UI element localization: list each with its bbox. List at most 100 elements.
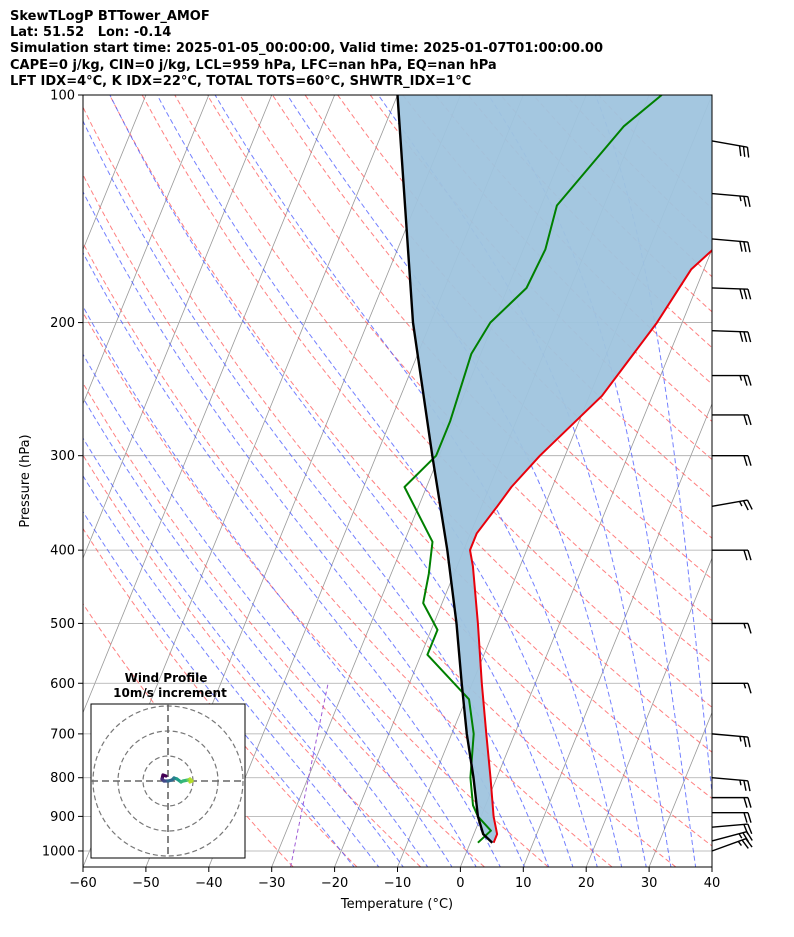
wind-barb [712, 796, 752, 808]
y-tick-label: 500 [50, 617, 75, 632]
y-axis-label: Pressure (hPa) [18, 434, 33, 527]
moist-adiabat [83, 251, 501, 867]
barb-half-flag [738, 501, 743, 507]
barb-flag [743, 736, 747, 748]
moist-adiabat [83, 305, 477, 867]
barb-flag [743, 780, 747, 791]
moist-adiabat [156, 95, 598, 867]
barb-flag [747, 455, 752, 466]
wind-barb [711, 777, 751, 792]
barb-flag [743, 797, 748, 808]
barb-flag [747, 683, 752, 694]
wind-barb [712, 682, 752, 694]
dry-adiabat [83, 173, 677, 867]
barb-staff [711, 499, 748, 507]
moist-adiabat [487, 95, 697, 867]
y-tick-label: 400 [50, 544, 75, 559]
barb-flag [741, 839, 749, 849]
barb-flag [747, 289, 752, 300]
barb-half-flag [743, 623, 747, 629]
moist-adiabat [83, 474, 380, 867]
hodograph-inset [90, 703, 246, 859]
dry-adiabat [83, 454, 422, 867]
barb-flag [746, 499, 753, 510]
barb-flag [747, 812, 752, 823]
hodograph-subtitle: 10m/s increment [113, 686, 227, 700]
y-tick-label: 600 [50, 677, 75, 692]
barb-flag [739, 288, 744, 300]
isotherm-line [83, 95, 273, 560]
moist-adiabat [594, 95, 712, 797]
dry-adiabat [141, 95, 712, 753]
barb-flag [746, 147, 750, 158]
x-tick-label: −50 [132, 876, 159, 891]
wind-barb [712, 812, 752, 823]
barb-flag [747, 331, 752, 343]
dry-adiabat [109, 95, 712, 800]
moist-adiabat [83, 437, 404, 867]
y-tick-label: 100 [50, 89, 75, 104]
x-tick-label: −60 [69, 876, 96, 891]
barb-staff [711, 287, 749, 290]
barb-flag [747, 823, 753, 834]
barb-half-flag [739, 736, 742, 742]
moist-adiabat [286, 95, 647, 867]
isotherm-line [83, 95, 335, 714]
wind-barb [712, 414, 752, 426]
barb-staff [711, 777, 748, 782]
barb-flag [742, 146, 746, 157]
barb-flag [739, 331, 744, 342]
isotherm-line [83, 95, 210, 405]
barb-flag [743, 196, 747, 207]
barb-half-flag [739, 195, 742, 202]
isotherm-line [585, 557, 712, 867]
barb-flag [738, 145, 742, 157]
moist-adiabat [83, 190, 526, 867]
x-tick-label: 40 [704, 876, 721, 891]
barb-half-flag [737, 840, 742, 847]
barb-staff [711, 733, 748, 738]
barb-flag [742, 832, 749, 842]
wind-barb [711, 823, 753, 835]
moist-adiabat [83, 510, 355, 867]
barb-flag [743, 455, 748, 466]
dry-adiabat [83, 106, 712, 847]
x-tick-label: −30 [258, 876, 285, 891]
wind-barb [712, 622, 752, 634]
barb-staff [711, 329, 749, 333]
x-tick-label: 20 [578, 876, 595, 891]
x-tick-label: −20 [321, 876, 348, 891]
wind-barb [711, 192, 751, 208]
dry-adiabat [174, 95, 712, 708]
y-tick-label: 700 [50, 727, 75, 742]
wind-barb [712, 454, 752, 466]
y-tick-label: 900 [50, 810, 75, 825]
location-line: Lat: 51.52 Lon: -0.14 [10, 25, 172, 40]
isotherm-line [83, 95, 147, 251]
barb-flag [743, 288, 748, 300]
barb-flag [743, 812, 748, 823]
x-tick-label: 0 [456, 876, 464, 891]
barb-flag [743, 414, 748, 426]
barb-staff [711, 192, 748, 198]
x-tick-label: 10 [515, 876, 532, 891]
cin-shading [397, 95, 712, 843]
moist-adiabat [83, 353, 453, 867]
dry-adiabat [83, 527, 358, 867]
hodograph-plot [91, 704, 245, 858]
indices-line-2: LFT IDX=4°C, K IDX=22°C, TOTAL TOTS=60°C… [10, 74, 472, 89]
barb-flag [747, 623, 752, 634]
isotherm-line [460, 248, 712, 867]
y-tick-label: 1000 [42, 844, 75, 859]
barb-flag [747, 549, 752, 561]
barb-flag [743, 241, 747, 253]
barb-flag [747, 196, 751, 208]
wind-barb [711, 733, 751, 748]
wind-barb [711, 287, 752, 300]
moist-adiabat [109, 95, 574, 867]
mixing-ratio-line [290, 683, 329, 867]
barb-staff [711, 238, 748, 243]
parcel-profile-line [396, 95, 494, 844]
barb-staff [711, 140, 748, 148]
